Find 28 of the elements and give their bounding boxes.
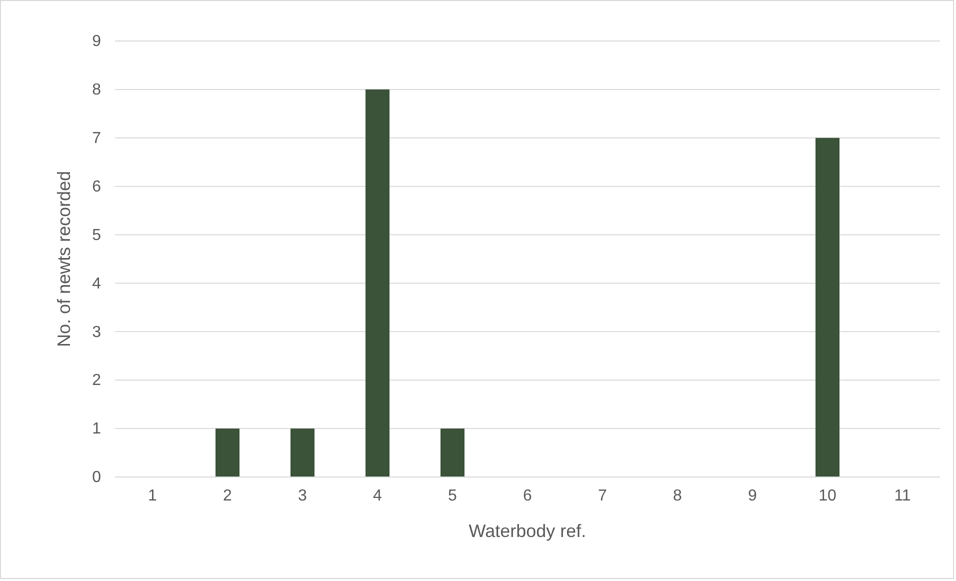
y-tick-label: 3 bbox=[92, 324, 102, 341]
x-tick-label: 5 bbox=[448, 487, 458, 504]
x-tick-label: 1 bbox=[148, 487, 158, 504]
x-tick-label: 2 bbox=[223, 487, 232, 504]
y-tick-label: 0 bbox=[92, 469, 102, 486]
y-tick-label: 9 bbox=[92, 33, 102, 50]
y-axis-title: No. of newts recorded bbox=[54, 170, 74, 348]
bar bbox=[366, 89, 390, 477]
x-tick-label: 10 bbox=[818, 487, 836, 504]
y-tick-label: 7 bbox=[92, 130, 102, 148]
x-tick-label: 7 bbox=[598, 487, 608, 504]
y-tick-label: 1 bbox=[92, 420, 102, 438]
y-tick-label: 4 bbox=[92, 275, 102, 292]
y-tick-label: 2 bbox=[92, 372, 102, 390]
x-tick-label: 4 bbox=[373, 487, 382, 504]
x-tick-label: 6 bbox=[523, 487, 532, 504]
x-tick-label: 9 bbox=[748, 487, 758, 504]
x-tick-label: 8 bbox=[673, 487, 682, 504]
y-tick-label: 5 bbox=[92, 226, 102, 244]
y-tick-label: 8 bbox=[92, 82, 102, 99]
x-axis-title: Waterbody ref. bbox=[468, 521, 586, 541]
x-tick-label: 11 bbox=[894, 487, 911, 504]
y-tick-label: 6 bbox=[92, 178, 102, 196]
bar bbox=[290, 428, 314, 477]
bar bbox=[816, 138, 840, 477]
x-tick-label: 3 bbox=[298, 487, 308, 504]
bar bbox=[440, 428, 464, 477]
bar bbox=[216, 428, 240, 477]
